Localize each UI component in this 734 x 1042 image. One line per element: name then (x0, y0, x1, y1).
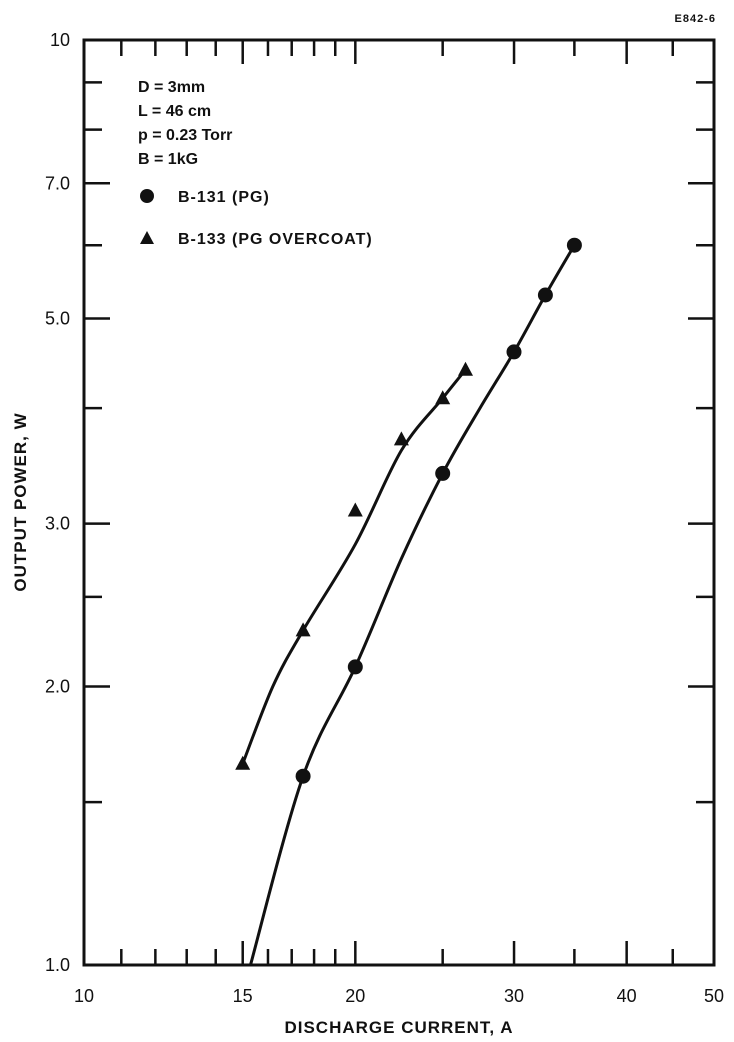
y-tick-label: 2.0 (45, 677, 70, 697)
axis-ticks (84, 40, 714, 965)
data-point-circle (435, 465, 451, 481)
x-tick-labels: 10 15 20 30 40 50 (74, 986, 724, 1006)
series-markers (235, 237, 582, 784)
data-point-triangle (458, 361, 473, 376)
x-tick-label: 50 (704, 986, 724, 1006)
data-point-circle (537, 287, 553, 303)
data-point-triangle (347, 502, 363, 517)
annotation-diameter: D = 3mm (138, 79, 205, 96)
figure-id: E842-6 (675, 13, 716, 25)
data-point-triangle (295, 622, 311, 637)
series-line-b133 (241, 368, 467, 765)
data-point-triangle (235, 755, 251, 770)
y-axis-title: OUTPUT POWER, W (11, 412, 30, 591)
y-tick-label: 10 (50, 30, 70, 50)
legend: B-131 (PG) B-133 (PG OVERCOAT) (140, 189, 373, 248)
data-point-triangle (435, 390, 451, 405)
x-tick-label: 40 (617, 986, 637, 1006)
x-tick-label: 10 (74, 986, 94, 1006)
x-tick-label: 20 (345, 986, 365, 1006)
data-point-circle (295, 768, 311, 784)
annotation-field: B = 1kG (138, 151, 198, 168)
legend-label-b133: B-133 (PG OVERCOAT) (178, 231, 373, 248)
annotation-pressure: p = 0.23 Torr (138, 127, 232, 144)
plot-frame (82, 38, 716, 967)
legend-label-b131: B-131 (PG) (178, 189, 270, 206)
annotation-block: D = 3mm L = 46 cm p = 0.23 Torr B = 1kG (138, 79, 232, 168)
x-tick-label: 15 (233, 986, 253, 1006)
y-tick-labels: 1.0 2.0 3.0 5.0 7.0 10 (45, 30, 70, 975)
data-point-circle (566, 237, 582, 253)
legend-triangle-marker (140, 231, 154, 244)
y-tick-label: 3.0 (45, 514, 70, 534)
series-curves (241, 244, 576, 966)
x-tick-label: 30 (504, 986, 524, 1006)
series-line-b131 (249, 244, 576, 966)
data-point-triangle (393, 431, 409, 446)
data-point-circle (347, 659, 363, 675)
y-tick-label: 1.0 (45, 955, 70, 975)
legend-circle-marker (140, 189, 154, 203)
x-axis-title: DISCHARGE CURRENT, A (284, 1018, 513, 1037)
data-point-circle (506, 344, 522, 360)
annotation-length: L = 46 cm (138, 103, 211, 120)
y-tick-label: 7.0 (45, 173, 70, 193)
y-tick-label: 5.0 (45, 309, 70, 329)
